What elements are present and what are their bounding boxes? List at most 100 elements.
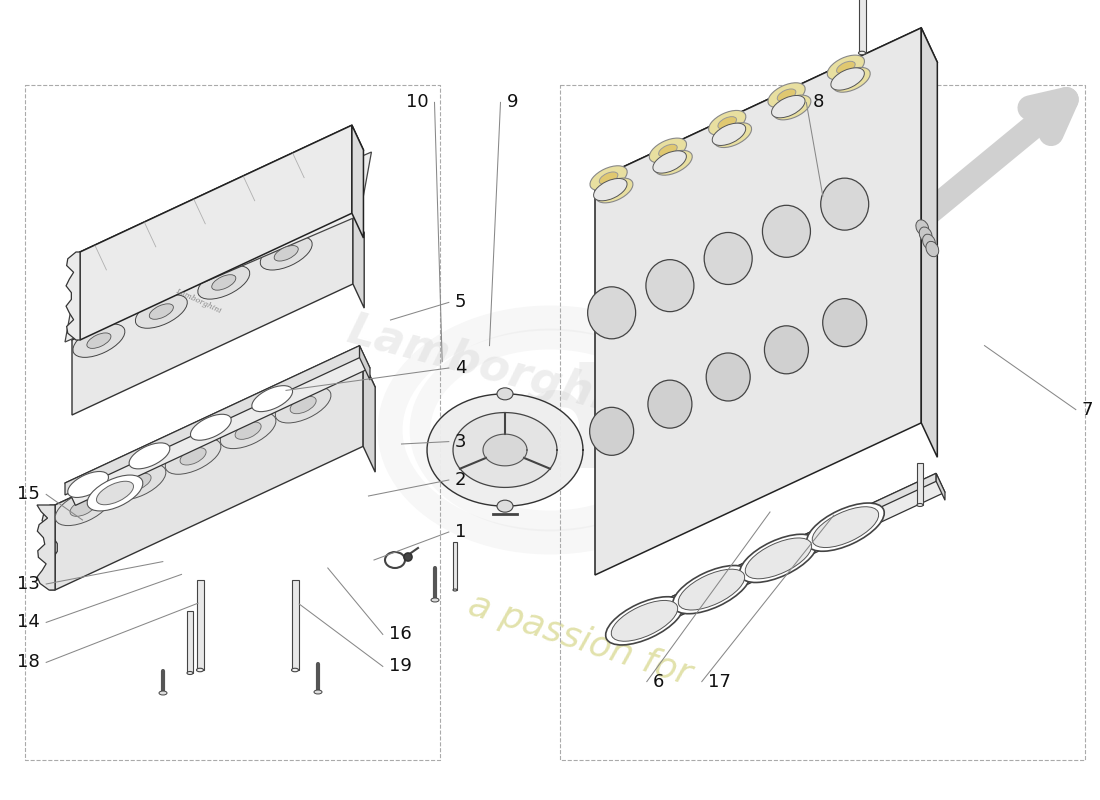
Polygon shape	[37, 505, 55, 590]
Text: 8: 8	[812, 94, 824, 111]
Polygon shape	[72, 209, 364, 364]
Ellipse shape	[605, 184, 624, 197]
Ellipse shape	[653, 151, 686, 173]
Ellipse shape	[923, 234, 935, 250]
Ellipse shape	[180, 448, 206, 465]
Polygon shape	[360, 346, 370, 380]
Ellipse shape	[160, 691, 167, 695]
Polygon shape	[427, 394, 583, 506]
Ellipse shape	[773, 95, 811, 120]
Ellipse shape	[823, 298, 867, 346]
Polygon shape	[453, 413, 557, 487]
Polygon shape	[628, 474, 945, 636]
Ellipse shape	[235, 422, 261, 439]
Ellipse shape	[252, 386, 293, 412]
Text: 10: 10	[406, 94, 429, 111]
Text: 5: 5	[454, 294, 466, 311]
Ellipse shape	[768, 82, 805, 107]
Polygon shape	[55, 362, 375, 531]
Ellipse shape	[55, 490, 111, 526]
Ellipse shape	[708, 110, 746, 135]
Polygon shape	[80, 126, 363, 277]
Text: 19: 19	[388, 658, 411, 675]
Ellipse shape	[497, 388, 513, 400]
Ellipse shape	[68, 471, 109, 498]
Polygon shape	[595, 28, 922, 575]
Ellipse shape	[600, 172, 618, 184]
Ellipse shape	[654, 150, 692, 175]
Ellipse shape	[806, 503, 884, 551]
Ellipse shape	[274, 246, 298, 261]
Polygon shape	[65, 346, 370, 506]
Text: 7: 7	[1081, 401, 1093, 418]
Ellipse shape	[129, 443, 169, 469]
Polygon shape	[352, 126, 363, 238]
Ellipse shape	[672, 566, 750, 614]
Ellipse shape	[718, 117, 737, 129]
Polygon shape	[292, 580, 298, 670]
Polygon shape	[66, 252, 80, 340]
Polygon shape	[353, 209, 364, 308]
Ellipse shape	[833, 67, 870, 92]
Ellipse shape	[590, 407, 634, 455]
Ellipse shape	[150, 304, 174, 319]
Ellipse shape	[261, 237, 312, 270]
Polygon shape	[483, 434, 527, 466]
Ellipse shape	[125, 474, 151, 490]
Ellipse shape	[385, 552, 405, 568]
Ellipse shape	[187, 671, 192, 674]
Text: Lamborghini: Lamborghini	[174, 287, 222, 315]
Polygon shape	[620, 617, 629, 625]
Ellipse shape	[917, 503, 923, 506]
Ellipse shape	[778, 89, 796, 102]
Text: diPs: diPs	[516, 362, 845, 498]
Ellipse shape	[783, 102, 802, 114]
Polygon shape	[922, 28, 937, 458]
Text: 9: 9	[506, 94, 518, 111]
Ellipse shape	[606, 597, 683, 645]
Ellipse shape	[290, 396, 316, 414]
Polygon shape	[55, 362, 363, 590]
Ellipse shape	[679, 570, 745, 610]
Polygon shape	[363, 362, 375, 472]
Ellipse shape	[596, 178, 632, 203]
Text: 13: 13	[18, 575, 41, 593]
Ellipse shape	[431, 598, 439, 602]
Ellipse shape	[97, 482, 133, 505]
Ellipse shape	[70, 499, 96, 516]
Text: 3: 3	[454, 433, 466, 450]
Text: 16: 16	[388, 626, 411, 643]
Polygon shape	[453, 542, 456, 590]
Ellipse shape	[587, 287, 636, 339]
Ellipse shape	[858, 51, 866, 54]
Ellipse shape	[590, 166, 627, 190]
Ellipse shape	[706, 353, 750, 401]
Text: 4: 4	[454, 359, 466, 377]
Ellipse shape	[704, 233, 752, 285]
Ellipse shape	[745, 538, 812, 578]
Ellipse shape	[87, 475, 143, 511]
Ellipse shape	[646, 260, 694, 312]
Polygon shape	[197, 580, 204, 670]
Ellipse shape	[314, 690, 322, 694]
Polygon shape	[80, 126, 352, 340]
Polygon shape	[936, 474, 945, 500]
Ellipse shape	[211, 274, 235, 290]
Text: 14: 14	[18, 614, 41, 631]
Text: 15: 15	[18, 486, 41, 503]
Polygon shape	[858, 0, 866, 53]
Ellipse shape	[594, 178, 627, 201]
Ellipse shape	[110, 464, 166, 500]
Polygon shape	[595, 28, 937, 214]
Polygon shape	[65, 152, 372, 342]
Ellipse shape	[712, 123, 746, 146]
Ellipse shape	[649, 138, 686, 163]
Ellipse shape	[648, 380, 692, 428]
Polygon shape	[917, 463, 923, 505]
Ellipse shape	[198, 266, 250, 299]
Ellipse shape	[73, 324, 125, 358]
Ellipse shape	[920, 227, 932, 242]
Ellipse shape	[764, 326, 808, 374]
Text: 6: 6	[652, 673, 664, 690]
Ellipse shape	[135, 295, 187, 328]
